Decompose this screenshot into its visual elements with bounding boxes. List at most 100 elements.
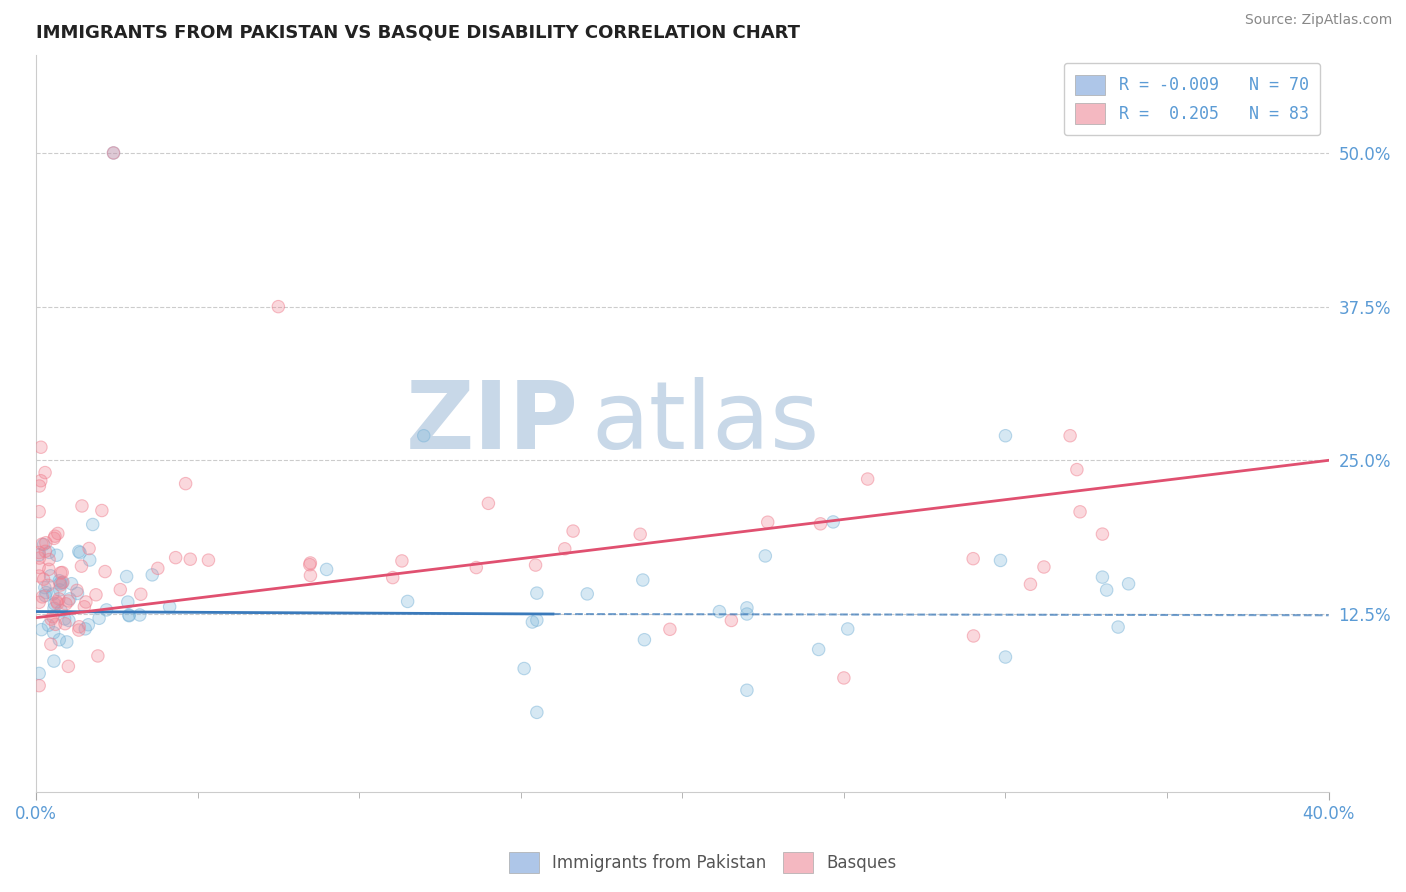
Point: [396, 594, 419, 608]
Point: [52, 575, 75, 590]
Point: [49, 566, 72, 580]
Point: [117, 595, 139, 609]
Point: [709, 605, 731, 619]
Point: [128, 607, 150, 622]
Point: [49, 576, 72, 591]
Point: [45, 595, 67, 609]
Point: [48, 591, 70, 606]
Point: [103, 145, 125, 160]
Point: [720, 614, 742, 628]
Point: [832, 671, 855, 685]
Point: [39, 612, 62, 626]
Point: [129, 587, 152, 601]
Point: [66, 586, 89, 600]
Point: [28, 548, 51, 562]
Point: [477, 496, 499, 510]
Point: [44, 617, 66, 632]
Point: [1032, 560, 1054, 574]
Point: [60, 576, 83, 591]
Point: [994, 650, 1017, 665]
Point: [38, 552, 60, 566]
Point: [58, 659, 80, 673]
Point: [141, 567, 163, 582]
Point: [90, 503, 112, 517]
Point: [53, 612, 76, 626]
Point: [658, 622, 681, 636]
Point: [53, 616, 76, 631]
Point: [576, 587, 599, 601]
Point: [526, 613, 548, 627]
Point: [42, 587, 65, 601]
Point: [82, 517, 104, 532]
Point: [526, 706, 548, 720]
Point: [70, 559, 93, 574]
Point: [1059, 428, 1081, 442]
Text: IMMIGRANTS FROM PAKISTAN VS BASQUE DISABILITY CORRELATION CHART: IMMIGRANTS FROM PAKISTAN VS BASQUE DISAB…: [37, 24, 800, 42]
Point: [55, 597, 77, 611]
Point: [42, 609, 65, 624]
Point: [31, 537, 53, 551]
Point: [837, 622, 859, 636]
Point: [77, 617, 100, 632]
Point: [628, 527, 651, 541]
Point: [117, 595, 139, 609]
Point: [94, 565, 117, 579]
Point: [576, 587, 599, 601]
Point: [526, 586, 548, 600]
Point: [31, 537, 53, 551]
Point: [754, 549, 776, 563]
Point: [42, 532, 65, 546]
Point: [165, 550, 187, 565]
Text: atlas: atlas: [592, 377, 820, 469]
Point: [128, 607, 150, 622]
Point: [48, 632, 70, 647]
Point: [37, 578, 59, 592]
Point: [69, 546, 91, 560]
Point: [1032, 560, 1054, 574]
Point: [48, 574, 70, 588]
Point: [35, 585, 58, 599]
Point: [34, 589, 56, 603]
Point: [962, 551, 984, 566]
Point: [45, 548, 67, 562]
Point: [77, 541, 100, 556]
Point: [42, 532, 65, 546]
Point: [990, 553, 1012, 567]
Point: [28, 666, 51, 681]
Point: [118, 608, 141, 623]
Point: [87, 648, 110, 663]
Point: [174, 476, 197, 491]
Point: [49, 604, 72, 618]
Point: [51, 566, 73, 580]
Point: [52, 575, 75, 590]
Point: [633, 632, 655, 647]
Point: [1107, 620, 1129, 634]
Point: [1069, 505, 1091, 519]
Point: [34, 466, 56, 480]
Point: [53, 612, 76, 626]
Point: [67, 620, 90, 634]
Point: [58, 659, 80, 673]
Point: [59, 591, 82, 606]
Point: [756, 515, 779, 529]
Point: [49, 604, 72, 618]
Point: [31, 623, 53, 637]
Point: [31, 623, 53, 637]
Point: [67, 620, 90, 634]
Point: [69, 546, 91, 560]
Point: [75, 595, 97, 609]
Point: [1059, 428, 1081, 442]
Point: [141, 567, 163, 582]
Point: [58, 614, 80, 628]
Point: [146, 561, 169, 575]
Point: [28, 569, 51, 583]
Point: [115, 569, 138, 583]
Legend: R = -0.009   N = 70, R =  0.205   N = 83: R = -0.009 N = 70, R = 0.205 N = 83: [1064, 63, 1320, 136]
Point: [28, 548, 51, 562]
Point: [49, 582, 72, 597]
Point: [49, 578, 72, 592]
Point: [298, 558, 321, 572]
Point: [84, 588, 107, 602]
Point: [30, 440, 52, 454]
Point: [42, 601, 65, 615]
